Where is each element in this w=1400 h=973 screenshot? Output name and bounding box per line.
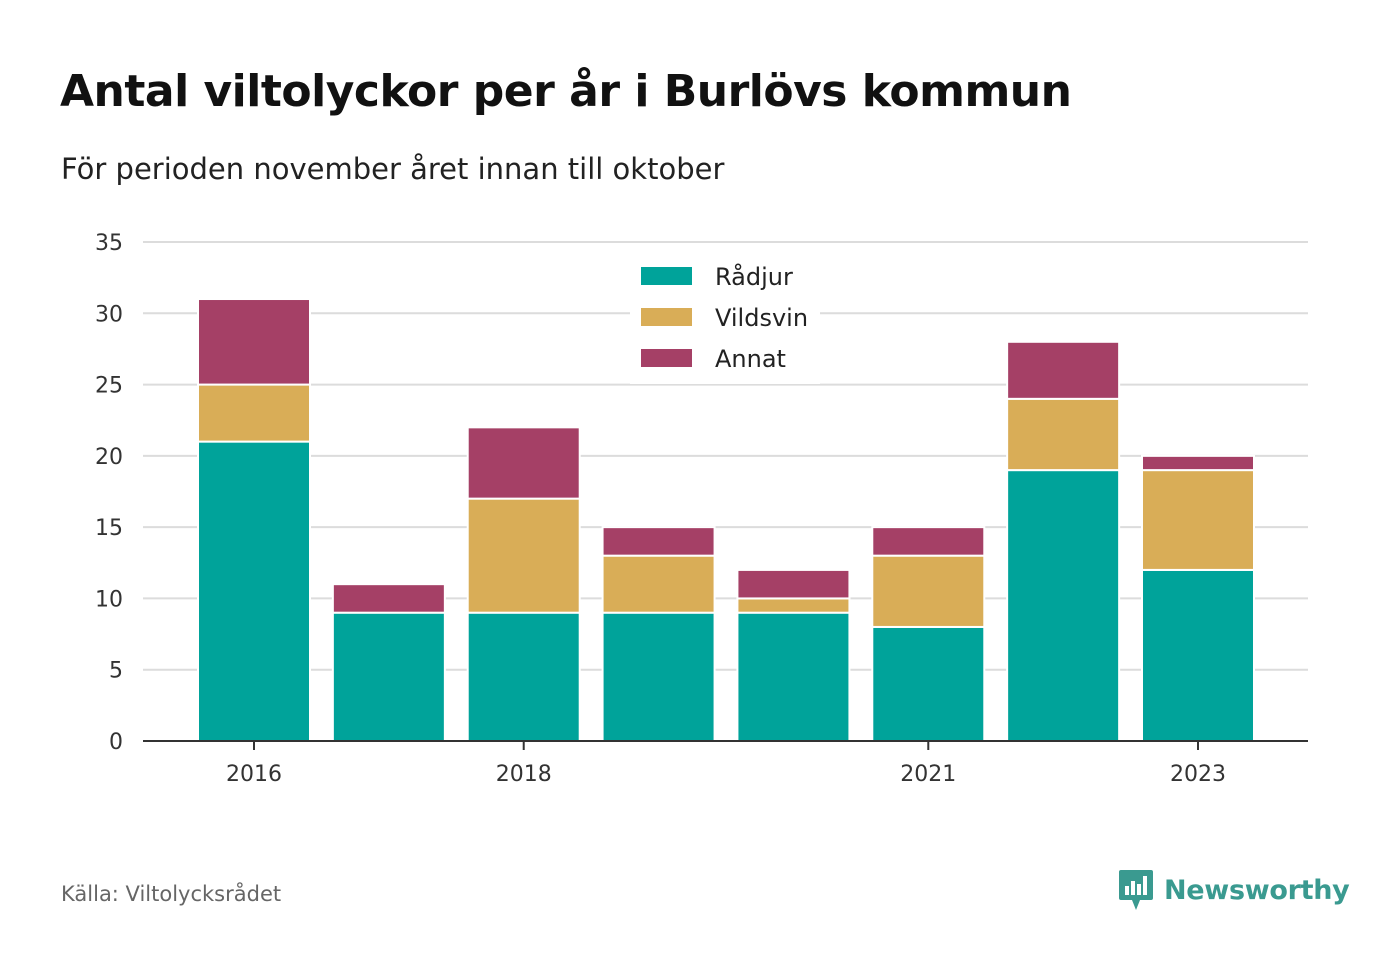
y-tick-label: 10 — [95, 587, 123, 612]
bar-vildsvin-2020 — [736, 597, 851, 614]
bar-vildsvin-2018 — [466, 497, 581, 614]
bar-rådjur-2022 — [1006, 469, 1121, 742]
bar-annat-2023 — [1141, 454, 1255, 472]
bar-vildsvin-2021 — [871, 554, 986, 628]
legend-label-vildsvin: Vildsvin — [715, 304, 808, 332]
bar-rådjur-2021 — [871, 625, 986, 743]
y-axis-ticks: 0 5 10 15 20 25 30 35 — [95, 231, 123, 755]
chart-subtitle: För perioden november året innan till ok… — [61, 152, 725, 186]
legend-swatch-rådjur — [641, 267, 692, 285]
bar-rådjur-2016 — [197, 440, 311, 742]
y-tick-label: 20 — [95, 445, 123, 470]
bar-rådjur-2018 — [466, 611, 581, 743]
bar-vildsvin-2019 — [601, 554, 716, 614]
y-tick-label: 5 — [109, 659, 123, 684]
y-tick-label: 0 — [109, 730, 123, 755]
legend-label-annat: Annat — [715, 345, 786, 373]
bar-rådjur-2017 — [331, 611, 446, 743]
bar-annat-2019 — [601, 526, 716, 557]
legend-label-rådjur: Rådjur — [715, 262, 793, 291]
chart-title: Antal viltolyckor per år i Burlövs kommu… — [60, 66, 1072, 117]
bar-vildsvin-2023 — [1141, 469, 1255, 571]
newsworthy-logo-icon — [1119, 870, 1153, 910]
x-tick-label: 2018 — [496, 762, 552, 787]
bar-annat-2017 — [331, 583, 446, 614]
x-tick-label: 2021 — [900, 762, 956, 787]
y-tick-label: 25 — [95, 374, 123, 399]
y-tick-label: 15 — [95, 516, 123, 541]
source-note: Källa: Viltolycksrådet — [61, 882, 282, 906]
bar-annat-2022 — [1006, 340, 1121, 400]
bar-rådjur-2023 — [1141, 568, 1255, 743]
bar-vildsvin-2022 — [1006, 397, 1121, 472]
bar-annat-2020 — [736, 568, 851, 600]
y-tick-label: 35 — [95, 231, 123, 256]
bar-annat-2021 — [871, 526, 986, 557]
brand-name: Newsworthy — [1164, 874, 1350, 906]
bar-rådjur-2019 — [601, 611, 716, 743]
legend-swatch-vildsvin — [641, 308, 692, 326]
bar-rådjur-2020 — [736, 611, 851, 743]
legend: Rådjur Vildsvin Annat — [630, 254, 820, 384]
x-tick-label: 2016 — [226, 762, 282, 787]
brand-logo: Newsworthy — [1118, 868, 1350, 912]
y-tick-label: 30 — [95, 302, 123, 327]
bars — [197, 298, 1255, 743]
bar-annat-2018 — [466, 426, 581, 500]
bar-vildsvin-2016 — [197, 383, 311, 443]
bar-annat-2016 — [197, 298, 311, 386]
x-axis: 2016 2018 2021 2023 — [143, 740, 1308, 787]
legend-swatch-annat — [641, 349, 692, 367]
x-tick-label: 2023 — [1170, 762, 1226, 787]
